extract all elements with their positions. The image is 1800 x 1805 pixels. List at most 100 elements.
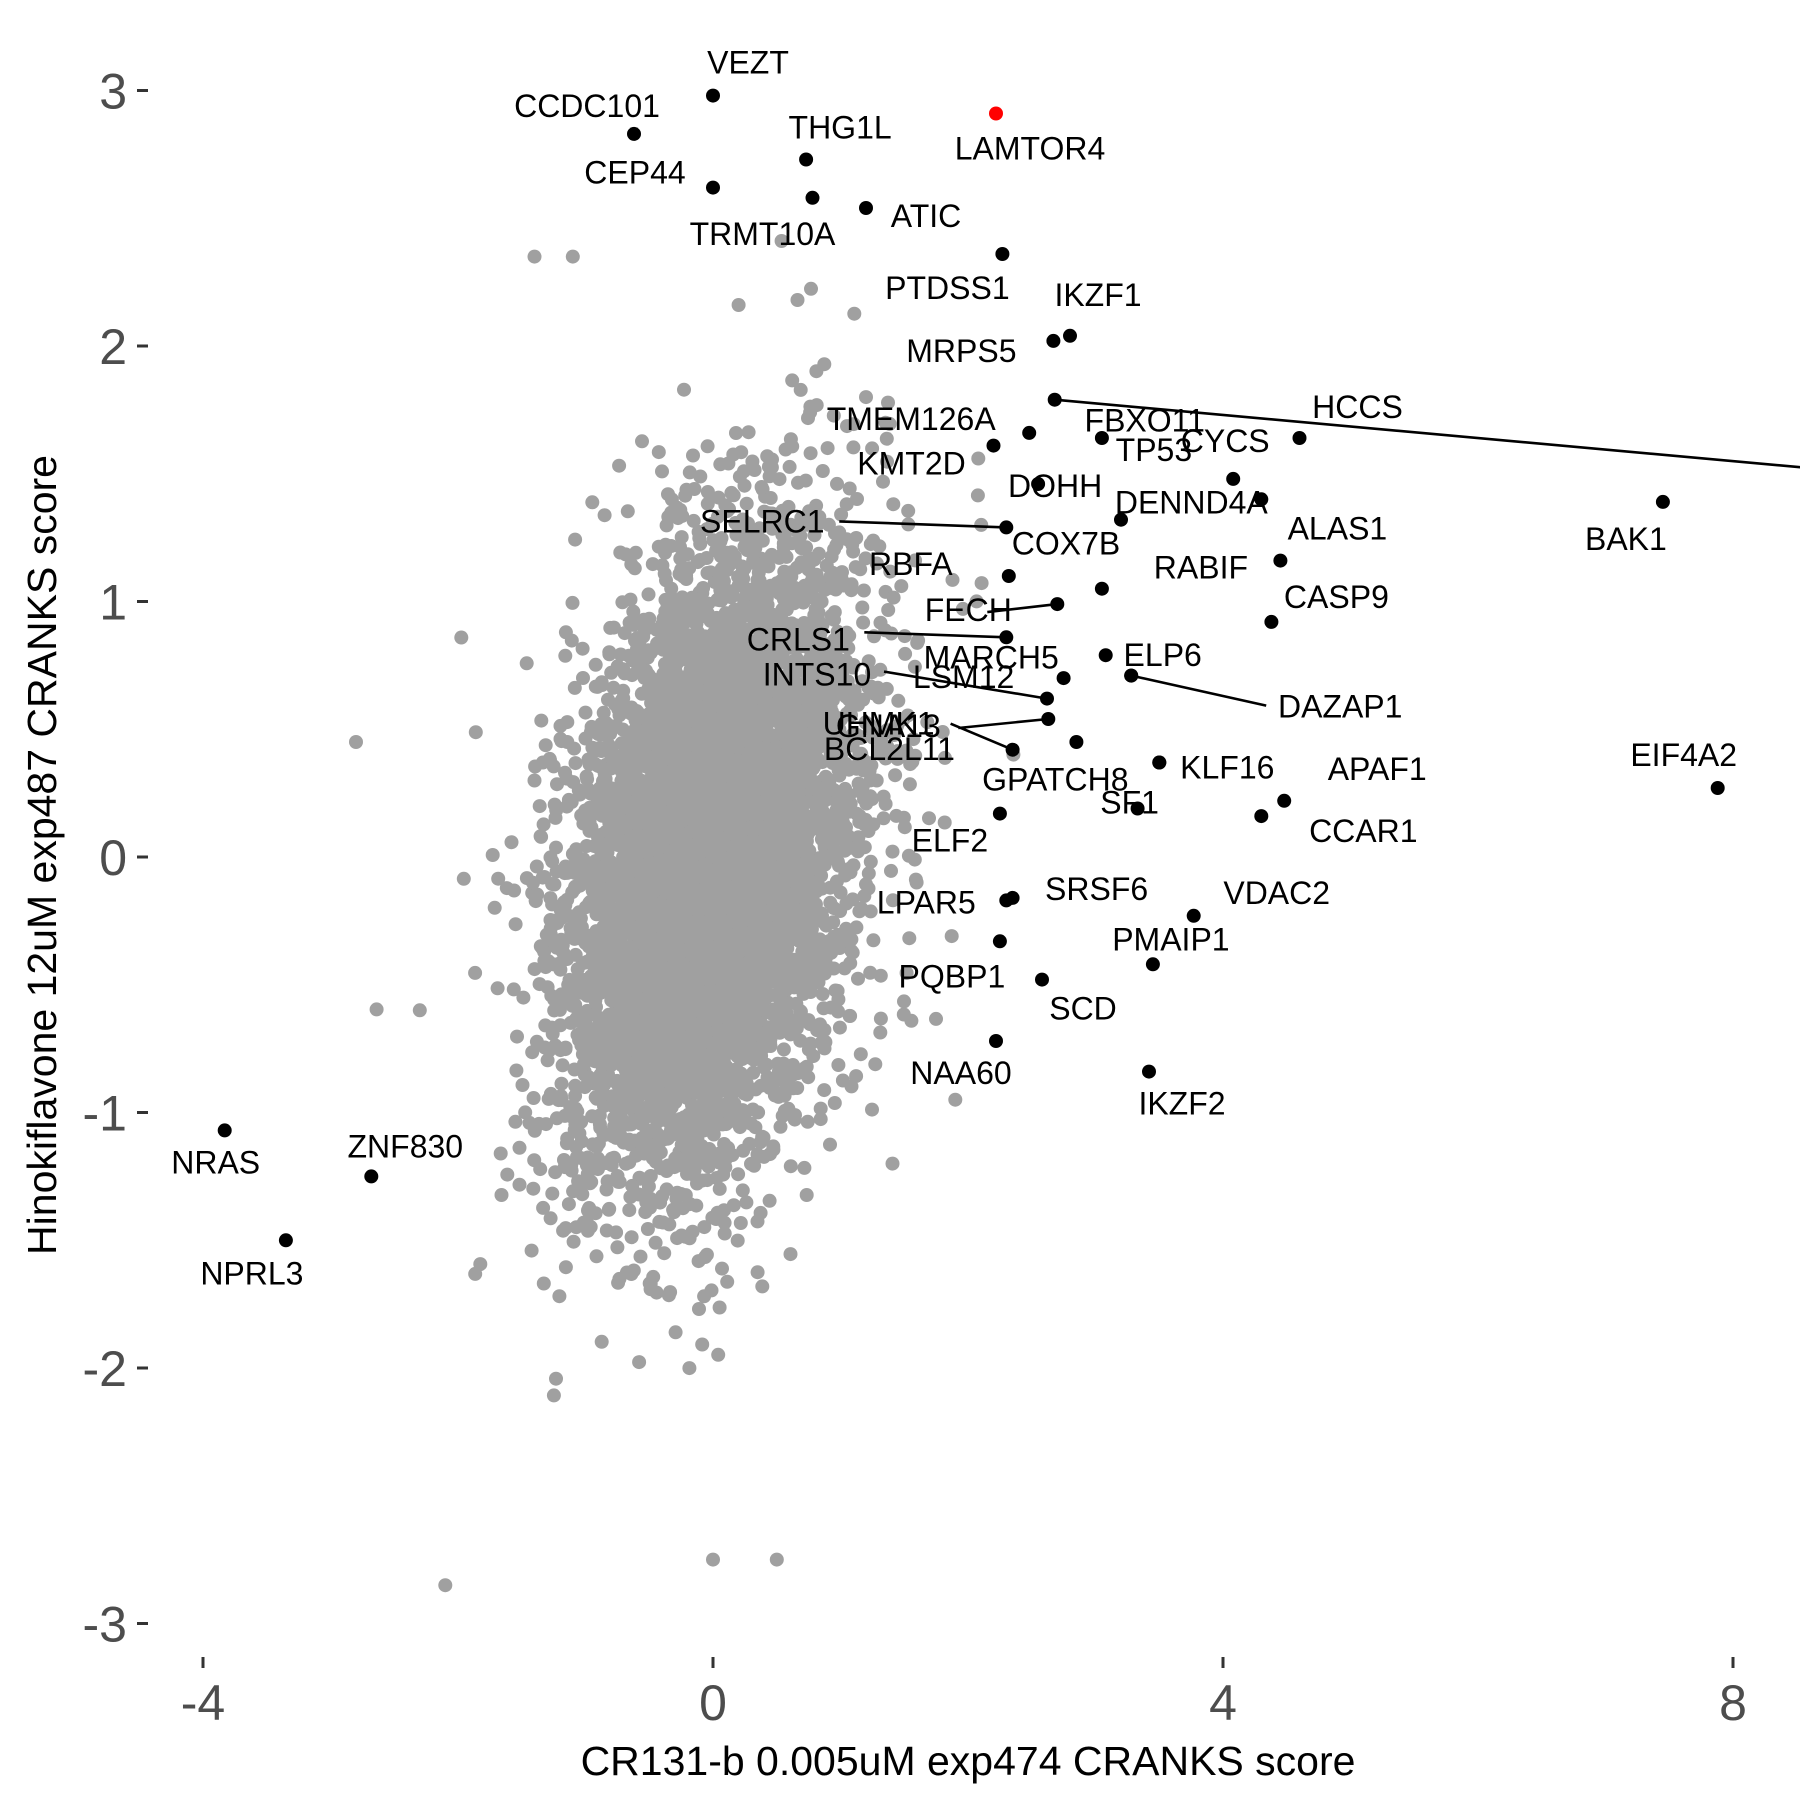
background-point xyxy=(696,581,711,595)
background-point xyxy=(690,625,705,640)
background-point xyxy=(724,546,739,561)
background-point xyxy=(823,569,838,584)
background-point xyxy=(876,811,891,826)
background-point xyxy=(683,1197,697,1212)
background-point xyxy=(793,639,808,654)
background-point xyxy=(693,553,708,567)
background-point xyxy=(516,990,531,1005)
background-points xyxy=(349,234,1021,1593)
background-point xyxy=(800,1114,815,1129)
background-point xyxy=(715,1261,729,1276)
background-point xyxy=(664,581,679,596)
background-point xyxy=(724,485,739,500)
background-point xyxy=(901,503,916,518)
background-point xyxy=(712,1300,727,1315)
background-point xyxy=(839,838,854,853)
background-point xyxy=(841,692,856,707)
background-point xyxy=(852,904,867,919)
background-point xyxy=(717,1226,732,1241)
background-point xyxy=(885,1156,900,1171)
background-point xyxy=(608,957,623,972)
background-point xyxy=(508,1114,523,1129)
background-point xyxy=(567,680,582,695)
background-point xyxy=(610,1240,625,1255)
background-point xyxy=(920,715,935,730)
background-point xyxy=(580,772,595,787)
background-point xyxy=(570,1027,585,1042)
background-point xyxy=(618,704,633,719)
background-point xyxy=(549,1111,564,1126)
background-point xyxy=(677,1137,691,1152)
background-point xyxy=(536,1200,551,1215)
background-point xyxy=(854,746,869,761)
background-point xyxy=(851,844,865,859)
background-point xyxy=(810,1023,825,1038)
background-point xyxy=(866,933,881,948)
background-point xyxy=(793,382,808,397)
background-point xyxy=(823,895,838,910)
background-point xyxy=(589,1249,604,1264)
background-point xyxy=(626,1034,641,1049)
background-point xyxy=(823,1137,837,1152)
background-point xyxy=(635,434,649,449)
background-point xyxy=(974,517,989,532)
background-point xyxy=(843,956,858,971)
background-point xyxy=(865,1102,879,1117)
background-point xyxy=(612,458,627,473)
background-point xyxy=(693,469,708,484)
background-point xyxy=(554,1076,569,1091)
background-point xyxy=(528,893,543,908)
background-point xyxy=(594,1334,609,1349)
background-point xyxy=(524,1243,539,1258)
background-point xyxy=(783,432,798,447)
background-point xyxy=(527,962,542,977)
background-point xyxy=(787,655,802,670)
background-point xyxy=(713,457,728,472)
background-point xyxy=(628,545,643,560)
background-point xyxy=(820,441,835,456)
background-point xyxy=(863,904,878,919)
background-point xyxy=(797,1160,812,1175)
background-point xyxy=(858,551,873,566)
background-point xyxy=(798,473,813,488)
background-point xyxy=(853,1047,868,1062)
background-point xyxy=(935,725,950,739)
background-point xyxy=(746,1065,761,1080)
background-point xyxy=(602,645,617,660)
background-point xyxy=(846,417,861,432)
background-point xyxy=(558,1221,573,1236)
background-point xyxy=(657,1246,672,1261)
background-point xyxy=(746,527,761,542)
background-point xyxy=(668,1325,683,1340)
background-point xyxy=(506,982,521,997)
background-point xyxy=(757,504,772,519)
background-point xyxy=(526,1181,541,1196)
background-point xyxy=(519,656,534,671)
background-point xyxy=(778,997,793,1012)
background-point xyxy=(468,965,483,980)
background-point xyxy=(592,1117,607,1132)
background-point xyxy=(747,1158,762,1173)
background-point xyxy=(508,917,523,932)
background-point xyxy=(588,657,603,672)
background-point xyxy=(659,518,674,533)
background-point xyxy=(456,871,471,886)
background-point xyxy=(814,1035,829,1050)
background-point xyxy=(558,625,573,640)
background-point xyxy=(908,748,923,763)
background-point xyxy=(731,298,746,312)
background-point xyxy=(832,525,847,540)
background-point xyxy=(716,1167,731,1182)
background-point xyxy=(493,1146,508,1161)
background-point xyxy=(686,513,701,528)
background-point xyxy=(897,629,912,644)
background-point xyxy=(634,686,649,701)
background-point xyxy=(626,604,641,619)
background-point xyxy=(630,705,645,720)
background-point xyxy=(855,600,870,615)
background-point xyxy=(641,587,656,602)
background-point xyxy=(894,579,909,594)
background-point xyxy=(541,1091,556,1106)
background-point xyxy=(549,1371,563,1386)
background-point xyxy=(783,1159,798,1174)
